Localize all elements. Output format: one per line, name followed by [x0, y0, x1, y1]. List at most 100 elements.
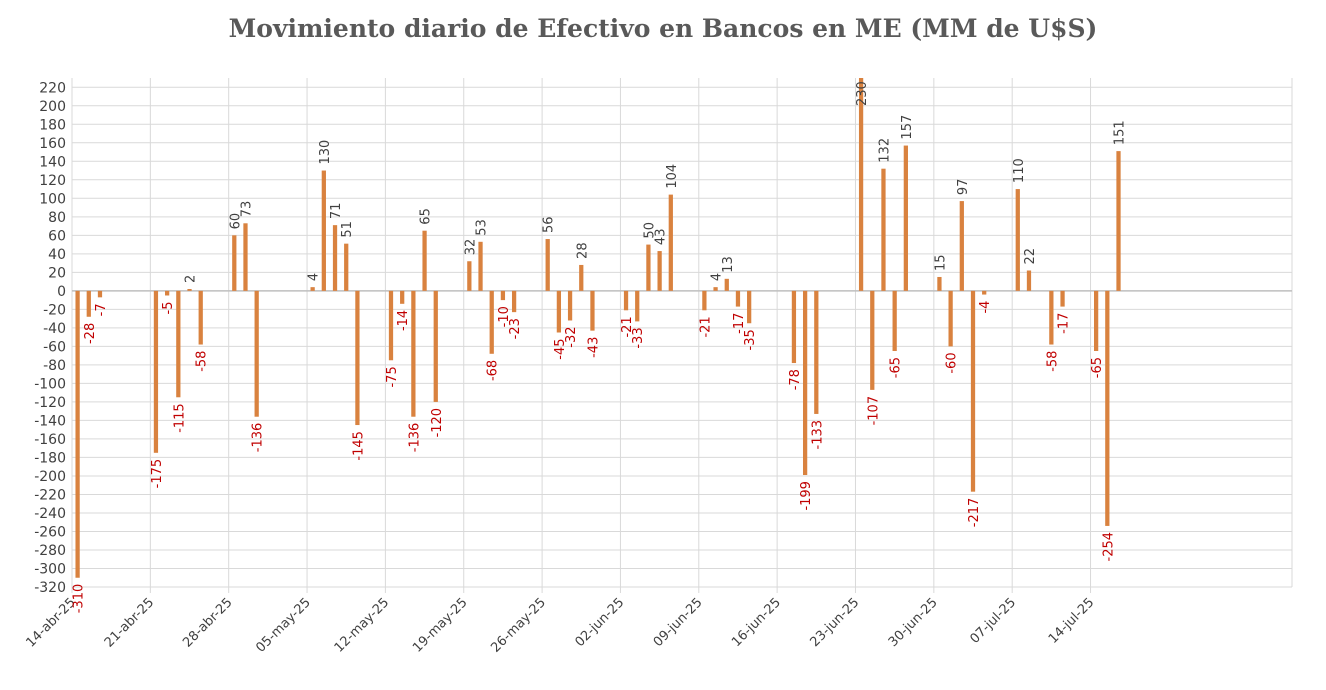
- data-label-2025-04-16: -7: [94, 303, 109, 316]
- bar-2025-05-16: [433, 290, 438, 402]
- data-label-2025-06-04: 50: [642, 222, 657, 239]
- data-label-2025-07-01: -60: [945, 352, 960, 373]
- data-label-2025-05-28: -32: [564, 326, 579, 347]
- data-label-2025-06-09: -21: [698, 316, 713, 337]
- bar-2025-07-04: [982, 290, 987, 295]
- y-tick-label: -280: [34, 543, 66, 559]
- bar-2025-05-05: [310, 287, 315, 291]
- bar-2025-07-01: [948, 290, 953, 347]
- data-label-2025-06-13: -35: [743, 329, 758, 350]
- data-label-2025-05-07: 71: [329, 203, 344, 220]
- bar-2025-04-22: [165, 290, 170, 296]
- bar-2025-04-14: [75, 290, 80, 578]
- data-label-2025-07-15: -254: [1101, 532, 1116, 562]
- bar-2025-04-30: [254, 290, 259, 417]
- data-label-2025-06-27: 157: [900, 115, 915, 140]
- bar-2025-06-09: [702, 290, 707, 311]
- bar-2025-06-27: [903, 145, 908, 291]
- data-label-2025-06-30: 15: [933, 254, 948, 271]
- y-tick-label: -220: [34, 487, 66, 503]
- data-label-2025-06-10: 4: [710, 273, 725, 281]
- data-label-2025-04-28: 60: [228, 213, 243, 230]
- data-label-2025-06-18: -199: [799, 481, 814, 511]
- data-label-2025-07-11: -17: [1057, 313, 1072, 334]
- data-label-2025-04-21: -175: [150, 459, 165, 489]
- x-tick-label: 02-jun-25: [572, 595, 627, 650]
- x-tick-label: 07-jul-25: [967, 595, 1019, 647]
- bar-2025-05-12: [388, 290, 394, 361]
- data-label-2025-05-06: 130: [318, 140, 333, 165]
- y-tick-label: 220: [39, 80, 66, 96]
- bar-2025-06-17: [791, 290, 797, 364]
- y-tick-label: 120: [39, 173, 66, 189]
- bar-2025-06-19: [814, 290, 819, 414]
- bar-2025-06-06: [668, 194, 673, 291]
- y-tick-label: -300: [34, 561, 66, 577]
- bar-2025-05-29: [579, 264, 584, 291]
- data-label-2025-06-23: 230: [855, 81, 870, 106]
- bar-2025-05-23: [511, 290, 517, 313]
- bar-2025-06-03: [635, 290, 640, 322]
- y-tick-label: -20: [43, 302, 66, 318]
- data-label-2025-05-09: -145: [351, 431, 366, 461]
- bar-2025-05-27: [556, 290, 562, 333]
- bar-2025-07-14: [1094, 290, 1099, 352]
- data-label-2025-05-20: 53: [475, 219, 490, 236]
- data-label-2025-06-24: -107: [866, 396, 881, 426]
- bar-2025-06-05: [657, 251, 662, 291]
- bar-2025-06-24: [870, 290, 875, 390]
- data-label-2025-06-26: -65: [889, 357, 904, 378]
- x-tick-label: 21-abr-25: [102, 595, 157, 650]
- bar-2025-05-14: [411, 290, 416, 417]
- y-tick-label: 140: [39, 154, 66, 170]
- data-label-2025-06-03: -33: [631, 327, 646, 348]
- bar-2025-05-28: [567, 290, 573, 321]
- data-label-2025-05-13: -14: [396, 310, 411, 331]
- bar-2025-04-25: [198, 290, 203, 345]
- data-label-2025-05-05: 4: [307, 273, 322, 281]
- bar-2025-06-18: [802, 290, 808, 476]
- bar-2025-07-08: [1026, 270, 1032, 291]
- data-label-2025-07-08: 22: [1023, 248, 1038, 265]
- bar-2025-06-26: [892, 290, 897, 352]
- data-label-2025-05-22: -10: [497, 306, 512, 327]
- data-label-2025-06-11: 13: [721, 256, 736, 273]
- data-label-2025-04-25: -58: [195, 351, 210, 372]
- bar-2025-05-07: [332, 225, 338, 291]
- data-label-2025-07-07: 110: [1012, 158, 1027, 183]
- y-tick-label: -200: [34, 469, 66, 485]
- data-label-2025-05-19: 32: [463, 239, 478, 256]
- data-label-2025-04-15: -28: [83, 323, 98, 344]
- x-tick-label: 05-may-25: [253, 595, 314, 656]
- data-label-2025-05-29: 28: [575, 242, 590, 259]
- bar-2025-06-04: [646, 244, 651, 291]
- bar-2025-07-03: [970, 290, 976, 492]
- bar-2025-05-13: [400, 290, 405, 304]
- data-label-2025-05-15: 65: [419, 208, 434, 225]
- data-label-2025-07-10: -58: [1045, 351, 1060, 372]
- data-label-2025-05-23: -23: [508, 318, 523, 339]
- data-label-2025-04-24: 2: [184, 275, 199, 283]
- bar-2025-05-06: [321, 170, 326, 291]
- x-tick-label: 26-may-25: [488, 595, 549, 656]
- data-label-2025-04-22: -5: [161, 301, 176, 314]
- data-label-2025-06-05: 43: [654, 229, 669, 246]
- data-label-2025-07-16: 151: [1113, 120, 1128, 145]
- data-label-2025-05-14: -136: [407, 423, 422, 453]
- y-tick-label: -40: [43, 321, 66, 337]
- data-label-2025-06-17: -78: [788, 369, 803, 390]
- bar-2025-05-19: [467, 261, 472, 291]
- data-label-2025-04-23: -115: [172, 403, 187, 433]
- x-tick-label: 19-may-25: [410, 595, 471, 656]
- bar-2025-07-16: [1116, 151, 1121, 291]
- data-label-2025-05-16: -120: [430, 408, 445, 438]
- data-label-2025-05-21: -68: [486, 360, 501, 381]
- bar-2025-06-25: [881, 168, 886, 291]
- data-label-2025-05-30: -43: [586, 337, 601, 358]
- x-tick-label: 23-jun-25: [807, 595, 862, 650]
- data-label-2025-05-08: 51: [340, 221, 355, 238]
- y-tick-label: 80: [48, 210, 66, 226]
- data-label-2025-07-04: -4: [978, 301, 993, 314]
